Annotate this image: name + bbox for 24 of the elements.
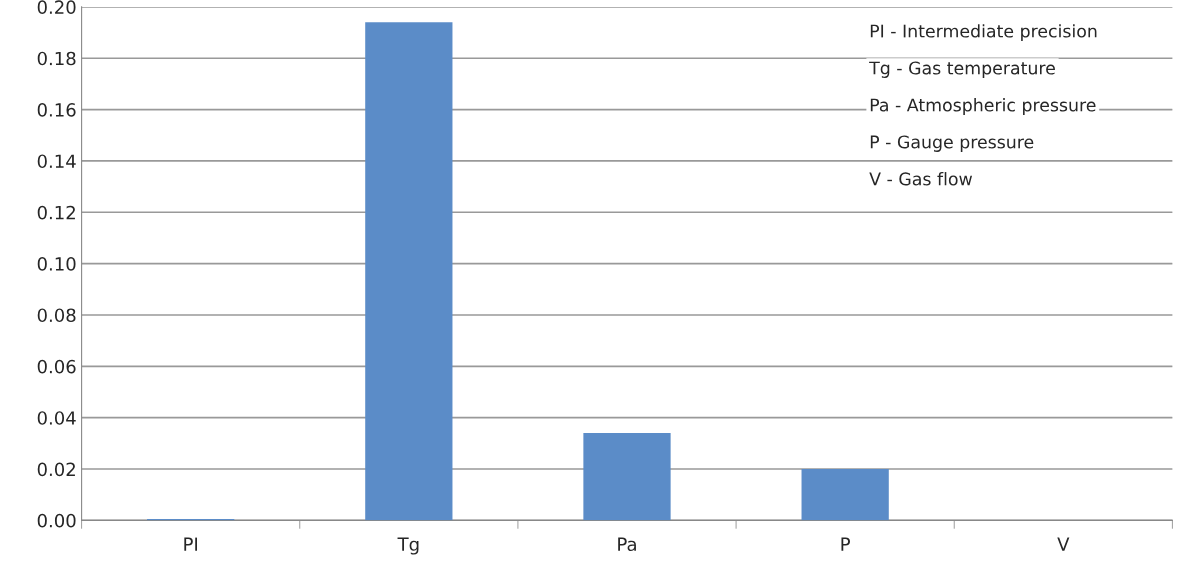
annotation: PI - Intermediate precision [870, 24, 1097, 41]
y-tick-label: 0.10 [37, 257, 76, 271]
annotation: V - Gas flow [869, 172, 973, 186]
y-tick-label: 0.14 [37, 154, 76, 169]
bar [801, 469, 889, 521]
y-tick-label: 0.18 [37, 51, 76, 66]
x-tick-label: V [1057, 537, 1070, 551]
y-tick-label: 0.04 [37, 411, 76, 425]
x-tick-label: P [841, 537, 850, 551]
x-tick-label: Tg [397, 537, 419, 555]
y-tick-label: 0.16 [37, 103, 76, 117]
y-tick-label: 0.00 [37, 513, 76, 528]
y-tick-label: 0.12 [37, 205, 75, 220]
y-tick-label: 0.06 [37, 359, 76, 374]
x-tick-label: PI [184, 537, 198, 551]
annotation: Pa - Atmospheric pressure [870, 98, 1096, 115]
y-tick-label: 0.02 [37, 462, 75, 477]
x-tick-label: Pa [618, 537, 636, 552]
y-tick-label: 0.08 [37, 308, 76, 323]
y-tick-label: 0.20 [37, 0, 76, 15]
bar [365, 22, 453, 521]
annotation: P - Gauge pressure [870, 135, 1034, 152]
bar [583, 433, 671, 521]
annotation: Tg - Gas temperature [869, 61, 1055, 78]
